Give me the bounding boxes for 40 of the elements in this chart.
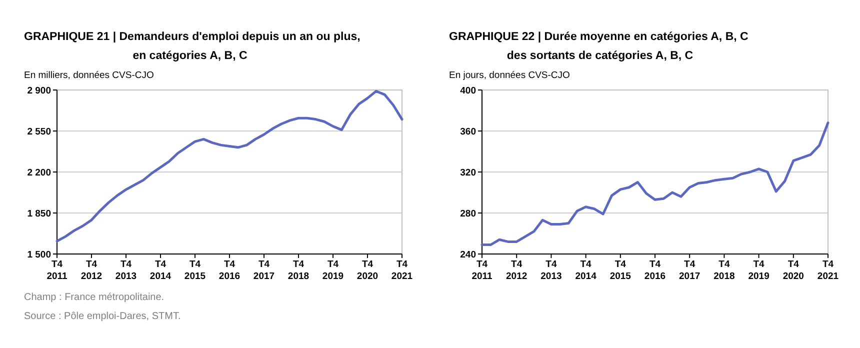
x-tick-label: T4 2019: [322, 259, 344, 282]
text: Champ : France métropolitaine.: [24, 292, 164, 303]
source-note: Source : Pôle emploi-Dares, STMT.: [24, 311, 181, 322]
y-tick-label: 2 550: [27, 126, 51, 138]
x-tick-label: T4 2020: [782, 259, 804, 282]
x-tick-label: T4 2017: [253, 259, 275, 282]
x-tick-label: T4 2011: [472, 259, 494, 282]
x-tick-label: T4 2011: [46, 259, 68, 282]
y-tick-label: 280: [460, 208, 476, 220]
x-tick-label: T4 2018: [714, 259, 735, 282]
chart-title: GRAPHIQUE 22 | Durée moyenne en catégories A, B, C des sortants de catégories A, B, C: [449, 31, 748, 62]
x-tick-label: T4 2016: [644, 259, 666, 282]
y-tick-label: 1 850: [27, 208, 51, 220]
x-tick-label: T4 2012: [506, 259, 528, 282]
x-tick-label: T4 2014: [150, 259, 172, 282]
x-tick-label: T4 2021: [391, 259, 414, 282]
line-series: [480, 122, 830, 246]
x-tick-label: T4 2012: [80, 259, 102, 282]
x-tick-label: T4 2014: [575, 259, 598, 282]
x-tick-label: T4 2020: [356, 259, 378, 282]
y-tick-label: 2 200: [27, 168, 51, 178]
x-tick-label: T4 2018: [288, 259, 310, 282]
x-tick-label: T4 2021: [817, 259, 840, 282]
y-tick-label: 240: [460, 250, 476, 260]
y-axis-title: En jours, données CVS-CJO: [449, 70, 570, 81]
y-tick-label: 400: [460, 86, 476, 96]
y-tick-label: 360: [460, 126, 476, 138]
x-tick-label: T4 2019: [748, 259, 770, 282]
x-tick-label: T4 2016: [218, 259, 240, 282]
x-tick-label: T4 2013: [540, 259, 562, 282]
y-tick-label: 320: [460, 168, 476, 178]
y-tick-label: 2 900: [27, 86, 51, 96]
y-tick-label: 1 500: [27, 250, 51, 260]
x-tick-label: T4 2017: [679, 259, 700, 282]
x-tick-label: T4 2015: [610, 259, 632, 282]
y-axis-title: En milliers, données CVS-CJO: [24, 70, 154, 81]
x-tick-label: T4 2013: [115, 259, 137, 282]
line-series: [56, 90, 404, 242]
x-tick-label: T4 2015: [184, 259, 206, 282]
chart-title: GRAPHIQUE 21 | Demandeurs d'emploi depuis un an ou plus, en catégories A, B, C: [24, 31, 360, 62]
